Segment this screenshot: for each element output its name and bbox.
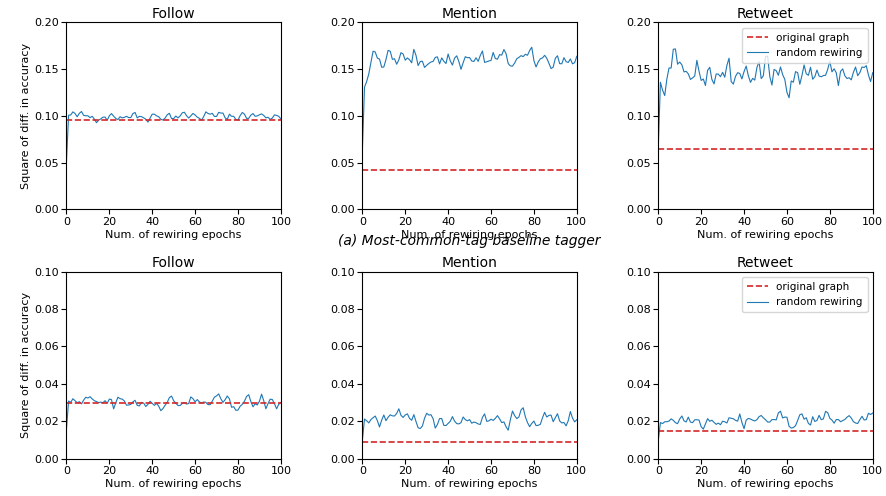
Title: Retweet: Retweet xyxy=(737,7,794,21)
Title: Mention: Mention xyxy=(441,7,498,21)
Legend: original graph, random rewiring: original graph, random rewiring xyxy=(742,28,867,63)
Title: Follow: Follow xyxy=(152,7,196,21)
Title: Follow: Follow xyxy=(152,256,196,270)
X-axis label: Num. of rewiring epochs: Num. of rewiring epochs xyxy=(697,479,834,489)
X-axis label: Num. of rewiring epochs: Num. of rewiring epochs xyxy=(697,230,834,240)
Y-axis label: Square of diff. in accuracy: Square of diff. in accuracy xyxy=(21,43,31,189)
X-axis label: Num. of rewiring epochs: Num. of rewiring epochs xyxy=(105,479,242,489)
Title: Retweet: Retweet xyxy=(737,256,794,270)
Text: (a) Most-common-tag baseline tagger: (a) Most-common-tag baseline tagger xyxy=(338,234,601,248)
Legend: original graph, random rewiring: original graph, random rewiring xyxy=(742,277,867,312)
X-axis label: Num. of rewiring epochs: Num. of rewiring epochs xyxy=(401,230,538,240)
X-axis label: Num. of rewiring epochs: Num. of rewiring epochs xyxy=(105,230,242,240)
Title: Mention: Mention xyxy=(441,256,498,270)
X-axis label: Num. of rewiring epochs: Num. of rewiring epochs xyxy=(401,479,538,489)
Y-axis label: Square of diff. in accuracy: Square of diff. in accuracy xyxy=(21,292,31,438)
